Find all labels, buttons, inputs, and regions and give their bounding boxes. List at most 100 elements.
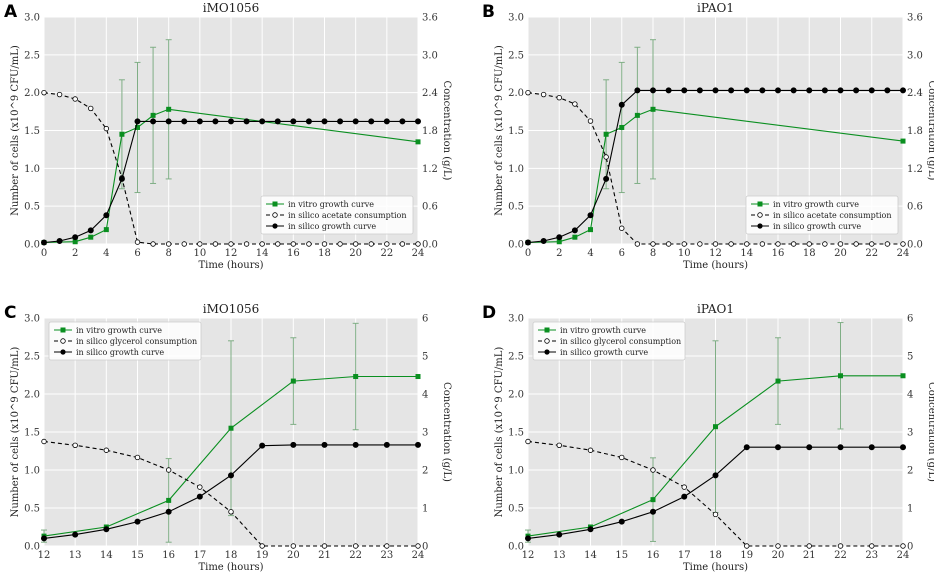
data-point (290, 441, 297, 448)
legend: in vitro growth curve in silico acetate c… (745, 195, 899, 235)
data-point (103, 526, 110, 533)
data-point (697, 241, 703, 247)
y2-axis-label: Concentration (g/L) (926, 382, 934, 482)
legend-marker (544, 327, 550, 333)
y-tick-label: 2.0 (508, 390, 524, 401)
x-tick-label: 16 (772, 248, 785, 259)
data-point (352, 241, 359, 247)
legend-label: in vitro growth curve (288, 200, 374, 209)
x-tick-label: 4 (103, 248, 109, 259)
y2-axis-label: Concentration (g/L) (441, 81, 452, 181)
data-point (150, 241, 156, 247)
data-point (712, 241, 719, 247)
legend-marker (60, 327, 66, 333)
data-point (227, 472, 234, 479)
y2-tick-label: 5 (422, 352, 428, 363)
data-point (321, 543, 328, 549)
data-point (41, 89, 47, 96)
x-tick-label: 12 (225, 248, 238, 259)
data-point (790, 87, 797, 94)
data-point (587, 212, 594, 219)
y2-tick-label: 0 (422, 542, 428, 553)
x-tick-label: 15 (131, 550, 144, 561)
data-point (134, 454, 141, 461)
data-point (837, 87, 844, 94)
data-point (165, 508, 172, 515)
panel-c: 12 13 14 15 16 17 18 19 20 21 22 23 240.00.51.01.52.… (4, 302, 452, 572)
y2-tick-label: 1.2 (907, 164, 923, 175)
data-point (72, 239, 78, 245)
x-tick-label: 14 (740, 248, 753, 259)
y-tick-label: 0.5 (24, 202, 40, 213)
y2-tick-label: 1 (907, 504, 913, 515)
y2-tick-label: 2.4 (907, 88, 923, 99)
y-tick-label: 2.5 (24, 50, 40, 61)
x-tick-label: 0 (525, 248, 531, 259)
x-tick-label: 19 (256, 550, 269, 561)
data-point (150, 118, 157, 125)
data-point (587, 118, 594, 124)
y-axis-label: Number of cells (x10^9 CFU/mL) (10, 45, 21, 216)
legend-marker (544, 349, 550, 355)
data-point (837, 241, 844, 247)
data-point (212, 118, 219, 125)
data-point (681, 241, 687, 247)
x-axis-label: Time (hours) (198, 562, 263, 572)
y-tick-label: 0.0 (508, 542, 524, 553)
x-tick-label: 2 (72, 248, 78, 259)
y2-tick-label: 0.0 (907, 240, 923, 251)
data-point (166, 497, 172, 503)
data-point (540, 91, 547, 98)
x-tick-label: 4 (587, 248, 593, 259)
panel-letter: D (482, 303, 496, 323)
y-tick-label: 1.5 (24, 428, 40, 439)
data-point (525, 89, 531, 96)
x-axis-label: Time (hours) (683, 562, 748, 572)
data-point (822, 241, 828, 247)
data-point (383, 118, 390, 125)
legend-label: in silico acetate consumption (773, 211, 892, 220)
data-point (587, 447, 594, 453)
data-point (227, 118, 234, 125)
data-point (634, 241, 641, 247)
legend-marker (60, 349, 66, 355)
data-point (337, 118, 344, 125)
data-point (681, 484, 687, 490)
data-point (696, 87, 703, 94)
x-tick-label: 22 (349, 550, 362, 561)
data-point (305, 118, 312, 125)
chart-title: iMO1056 (203, 302, 260, 316)
data-point (88, 105, 94, 112)
data-point (259, 241, 265, 247)
legend-marker (757, 212, 763, 218)
data-point (775, 378, 781, 384)
y-tick-label: 3.0 (24, 13, 40, 24)
legend-box (260, 195, 414, 235)
data-point (321, 241, 328, 247)
y-tick-label: 1.0 (508, 466, 524, 477)
data-point (353, 374, 359, 380)
data-point (587, 526, 594, 533)
legend-label: in vitro growth curve (76, 326, 162, 335)
data-point (868, 444, 875, 451)
data-point (352, 543, 359, 549)
legend: in vitro growth curve in silico glycerol … (532, 321, 686, 361)
data-point (775, 444, 782, 451)
data-point (274, 118, 281, 125)
data-point (525, 239, 532, 246)
y-tick-label: 2.0 (24, 390, 40, 401)
data-point (634, 87, 641, 94)
x-tick-label: 22 (865, 248, 878, 259)
data-point (681, 493, 688, 500)
legend-box (745, 195, 899, 235)
data-point (197, 241, 203, 247)
data-point (72, 234, 79, 241)
y2-tick-label: 4 (422, 390, 428, 401)
legend-marker (272, 201, 278, 207)
y-tick-label: 0.0 (24, 240, 40, 251)
x-tick-label: 14 (256, 248, 269, 259)
data-point (806, 241, 812, 247)
data-point (197, 484, 203, 490)
legend-label: in silico glycerol consumption (560, 337, 681, 346)
